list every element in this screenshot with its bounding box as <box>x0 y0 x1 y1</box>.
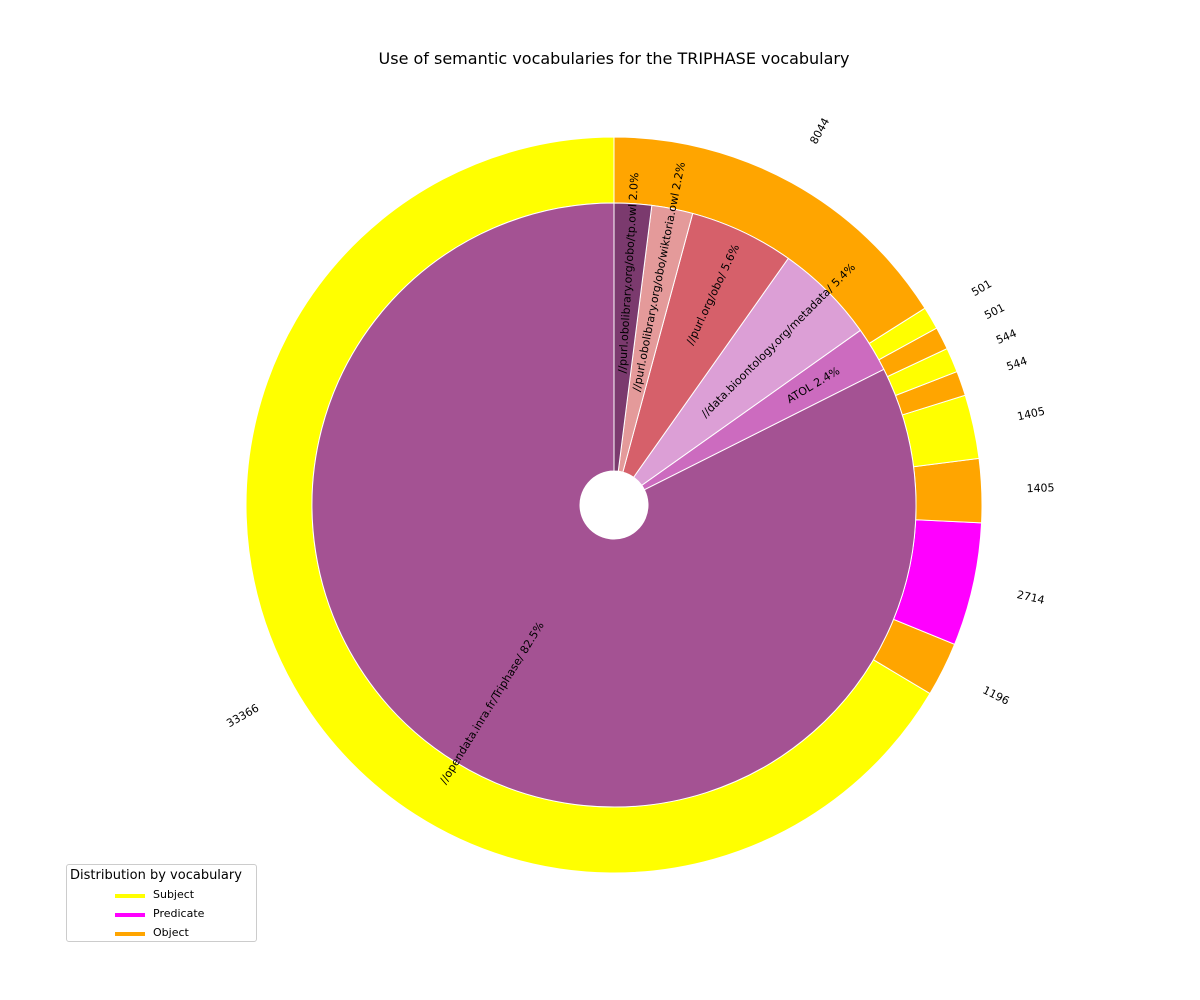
legend-swatch-subject <box>115 894 145 898</box>
legend-item-subject: Subject <box>115 887 255 903</box>
legend-title: Distribution by vocabulary <box>70 868 242 883</box>
outer-value-label-8: 501 <box>969 277 994 299</box>
legend-label-subject: Subject <box>153 888 195 901</box>
outer-value-label-4: 1405 <box>1016 405 1046 424</box>
center-hole <box>580 471 648 539</box>
outer-value-label-9: 8044 <box>807 116 832 147</box>
legend-label-predicate: Predicate <box>153 907 205 920</box>
outer-value-label-3: 1405 <box>1026 481 1054 495</box>
outer-value-label-0: 33366 <box>224 702 261 731</box>
outer-value-label-2: 2714 <box>1016 588 1046 607</box>
legend-item-predicate: Predicate <box>115 906 255 922</box>
outer-value-label-1: 1196 <box>980 684 1011 708</box>
legend: Distribution by vocabulary Subject Predi… <box>66 864 257 942</box>
legend-item-object: Object <box>115 925 255 941</box>
inner-ring <box>311 202 917 808</box>
legend-swatch-predicate <box>115 913 145 917</box>
outer-ring <box>245 136 983 874</box>
outer-value-label-7: 501 <box>982 301 1007 322</box>
legend-label-object: Object <box>153 926 189 939</box>
chart-title: Use of semantic vocabularies for the TRI… <box>379 49 850 68</box>
outer-value-label-6: 544 <box>994 327 1018 347</box>
outer-slice-3-object <box>913 457 983 524</box>
legend-swatch-object <box>115 932 145 936</box>
outer-value-label-5: 544 <box>1005 354 1029 373</box>
